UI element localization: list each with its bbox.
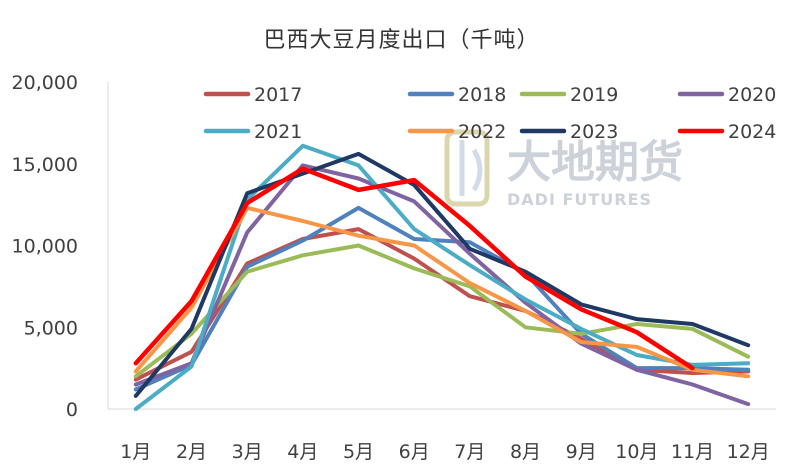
- watermark-brand-en: DADI FUTURES: [507, 190, 652, 209]
- dadi-logo-icon: [444, 129, 490, 207]
- x-tick-label: 4月: [287, 441, 318, 463]
- x-tick-label: 1月: [120, 441, 151, 463]
- y-tick-label: 0: [66, 399, 78, 421]
- x-tick-label: 3月: [232, 441, 263, 463]
- x-tick-label: 12月: [727, 441, 770, 463]
- watermark-brand-cn: 大地期货: [507, 137, 683, 188]
- legend-item-2021: 2021: [203, 121, 302, 143]
- legend-label: 2018: [458, 84, 506, 106]
- legend-item-2020: 2020: [677, 84, 776, 106]
- x-tick-label: 6月: [399, 441, 430, 463]
- legend-label: 2023: [570, 121, 618, 143]
- legend-label: 2017: [254, 84, 302, 106]
- series-line-2020: [133, 163, 751, 407]
- y-tick-label: 15,000: [12, 154, 78, 176]
- watermark: 大地期货 DADI FUTURES: [444, 129, 683, 209]
- y-tick-label: 5,000: [24, 317, 78, 339]
- legend-item-2022: 2022: [407, 121, 506, 143]
- series-line-2022: [133, 205, 751, 379]
- legend-item-2024: 2024: [677, 121, 776, 143]
- legend-label: 2022: [458, 121, 506, 143]
- series-line-2019: [133, 243, 751, 379]
- x-tick-label: 5月: [343, 441, 374, 463]
- legend-item-2019: 2019: [519, 84, 618, 106]
- chart-title: 巴西大豆月度出口（千吨）: [263, 28, 540, 53]
- legend-item-2017: 2017: [203, 84, 302, 106]
- legend-item-2018: 2018: [407, 84, 506, 106]
- y-tick-label: 10,000: [12, 236, 78, 258]
- x-tick-label: 10月: [615, 441, 658, 463]
- x-tick-label: 9月: [566, 441, 597, 463]
- x-tick-label: 2月: [176, 441, 207, 463]
- legend-label: 2020: [728, 84, 776, 106]
- legend-label: 2021: [254, 121, 302, 143]
- x-tick-label: 11月: [671, 441, 714, 463]
- x-tick-label: 8月: [510, 441, 541, 463]
- legend-label: 2024: [728, 121, 776, 143]
- x-tick-label: 7月: [454, 441, 485, 463]
- y-tick-label: 20,000: [12, 72, 78, 94]
- series-line-2024: [133, 166, 695, 371]
- legend-label: 2019: [570, 84, 618, 106]
- legend-item-2023: 2023: [519, 121, 618, 143]
